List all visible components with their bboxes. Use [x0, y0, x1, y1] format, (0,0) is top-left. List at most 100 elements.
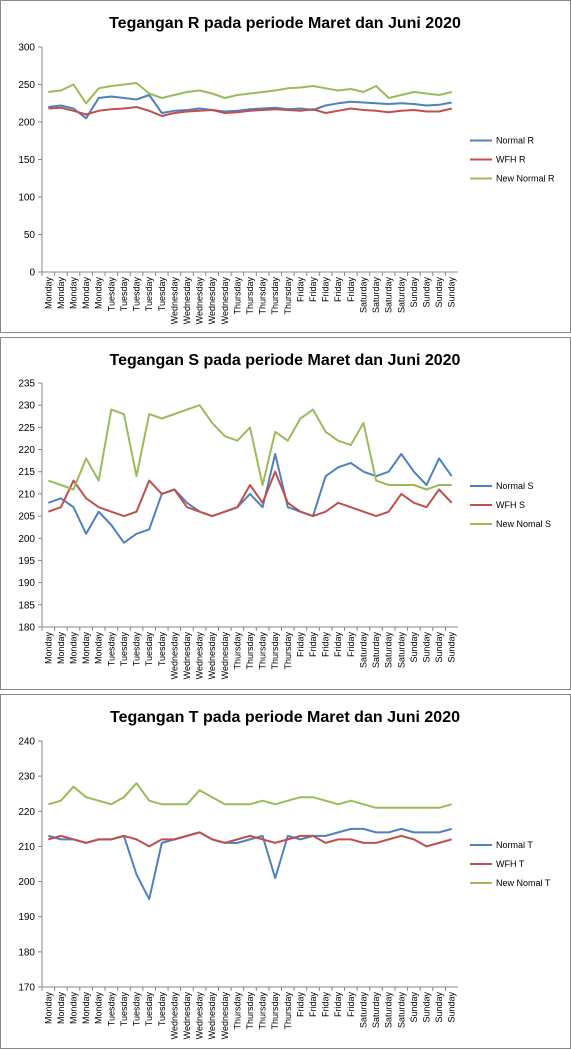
x-tick-label: Saturday: [358, 277, 368, 314]
x-tick-label: Friday: [295, 632, 305, 658]
x-tick-label: Wednesday: [220, 632, 230, 680]
x-tick-label: Friday: [321, 632, 331, 658]
x-tick-label: Friday: [308, 277, 318, 303]
x-tick-label: Wednesday: [195, 632, 205, 680]
x-tick-label: Friday: [346, 632, 356, 658]
x-tick-label: Monday: [81, 277, 91, 310]
y-tick-label: 190: [18, 578, 35, 589]
x-tick-label: Friday: [346, 992, 356, 1018]
legend-label: New Nomal T: [496, 878, 551, 888]
chart: Tegangan S pada periode Maret dan Juni 2…: [0, 337, 571, 690]
x-tick-label: Friday: [295, 992, 305, 1018]
chart-title: Tegangan S pada periode Maret dan Juni 2…: [110, 352, 461, 369]
x-tick-label: Saturday: [396, 277, 406, 314]
series-line: [48, 82, 452, 105]
x-tick-label: Monday: [69, 632, 79, 665]
x-tick-label: Monday: [94, 277, 104, 310]
x-tick-label: Saturday: [371, 992, 381, 1029]
x-tick-label: Wednesday: [195, 992, 205, 1040]
x-tick-label: Thursday: [245, 632, 255, 670]
x-tick-label: Wednesday: [169, 632, 179, 680]
x-tick-label: Saturday: [358, 992, 368, 1029]
series-line: [47, 470, 453, 518]
x-tick-label: Saturday: [384, 992, 394, 1029]
x-tick-label: Monday: [69, 277, 79, 310]
x-tick-label: Tuesday: [157, 632, 167, 667]
x-tick-label: Wednesday: [207, 632, 217, 680]
x-tick-label: Saturday: [384, 632, 394, 669]
x-tick-label: Thursday: [258, 632, 268, 670]
x-tick-label: Monday: [69, 992, 79, 1025]
x-tick-label: Monday: [94, 992, 104, 1025]
x-tick-label: Saturday: [358, 632, 368, 669]
y-tick-label: 185: [18, 600, 35, 611]
x-tick-label: Wednesday: [169, 992, 179, 1040]
legend-label: Normal S: [496, 481, 534, 491]
x-tick-label: Saturday: [396, 992, 406, 1029]
x-tick-label: Friday: [321, 992, 331, 1018]
x-tick-label: Monday: [43, 632, 53, 665]
x-tick-label: Saturday: [371, 277, 381, 314]
legend-label: Normal R: [496, 136, 535, 146]
x-tick-label: Monday: [43, 992, 53, 1025]
x-tick-label: Wednesday: [182, 632, 192, 680]
x-tick-label: Tuesday: [132, 992, 142, 1027]
y-tick-label: 250: [18, 80, 35, 91]
y-tick-label: 205: [18, 512, 35, 523]
y-tick-label: 170: [18, 983, 35, 994]
y-tick-label: 220: [18, 807, 35, 818]
y-tick-label: 235: [18, 379, 35, 390]
x-tick-label: Wednesday: [207, 992, 217, 1040]
x-tick-label: Thursday: [232, 992, 242, 1030]
y-tick-label: 180: [18, 623, 35, 634]
x-tick-label: Wednesday: [220, 992, 230, 1040]
x-tick-label: Saturday: [371, 632, 381, 669]
y-tick-label: 300: [18, 43, 35, 54]
x-tick-label: Monday: [56, 632, 66, 665]
legend-label: WFH T: [496, 859, 525, 869]
legend-label: New Normal R: [496, 174, 555, 184]
y-tick-label: 230: [18, 401, 35, 412]
x-tick-label: Thursday: [270, 277, 280, 315]
y-tick-label: 215: [18, 467, 35, 478]
legend-label: Normal T: [496, 840, 533, 850]
x-tick-label: Sunday: [447, 992, 457, 1023]
x-tick-label: Sunday: [434, 632, 444, 663]
y-tick-label: 50: [24, 230, 36, 241]
x-tick-label: Monday: [81, 992, 91, 1025]
x-tick-label: Sunday: [421, 992, 431, 1023]
x-tick-label: Friday: [308, 992, 318, 1018]
chart: Tegangan T pada periode Maret dan Juni 2…: [0, 694, 571, 1049]
series-line: [47, 453, 453, 544]
x-tick-label: Sunday: [434, 277, 444, 308]
y-tick-label: 150: [18, 155, 35, 166]
series-line: [47, 404, 452, 491]
x-tick-label: Tuesday: [144, 992, 154, 1027]
x-tick-label: Thursday: [245, 277, 255, 315]
y-tick-label: 210: [18, 842, 35, 853]
chart-title: Tegangan R pada periode Maret dan Juni 2…: [109, 15, 461, 32]
x-tick-label: Sunday: [409, 992, 419, 1023]
y-tick-label: 210: [18, 489, 35, 500]
x-tick-label: Thursday: [245, 992, 255, 1030]
x-tick-label: Wednesday: [220, 277, 230, 325]
y-tick-label: 240: [18, 737, 35, 748]
y-tick-label: 195: [18, 556, 35, 567]
x-tick-label: Friday: [346, 277, 356, 303]
x-tick-label: Friday: [308, 632, 318, 658]
legend-label: WFH R: [496, 155, 526, 165]
x-tick-label: Thursday: [258, 277, 268, 315]
x-tick-label: Tuesday: [132, 632, 142, 667]
x-tick-label: Monday: [94, 632, 104, 665]
y-tick-label: 180: [18, 947, 35, 958]
x-tick-label: Sunday: [434, 992, 444, 1023]
x-tick-label: Saturday: [396, 632, 406, 669]
x-tick-label: Saturday: [384, 277, 394, 314]
y-tick-label: 225: [18, 423, 35, 434]
x-tick-label: Thursday: [232, 277, 242, 315]
x-tick-label: Sunday: [421, 277, 431, 308]
x-tick-label: Sunday: [409, 632, 419, 663]
x-tick-label: Thursday: [283, 277, 293, 315]
x-tick-label: Monday: [81, 632, 91, 665]
